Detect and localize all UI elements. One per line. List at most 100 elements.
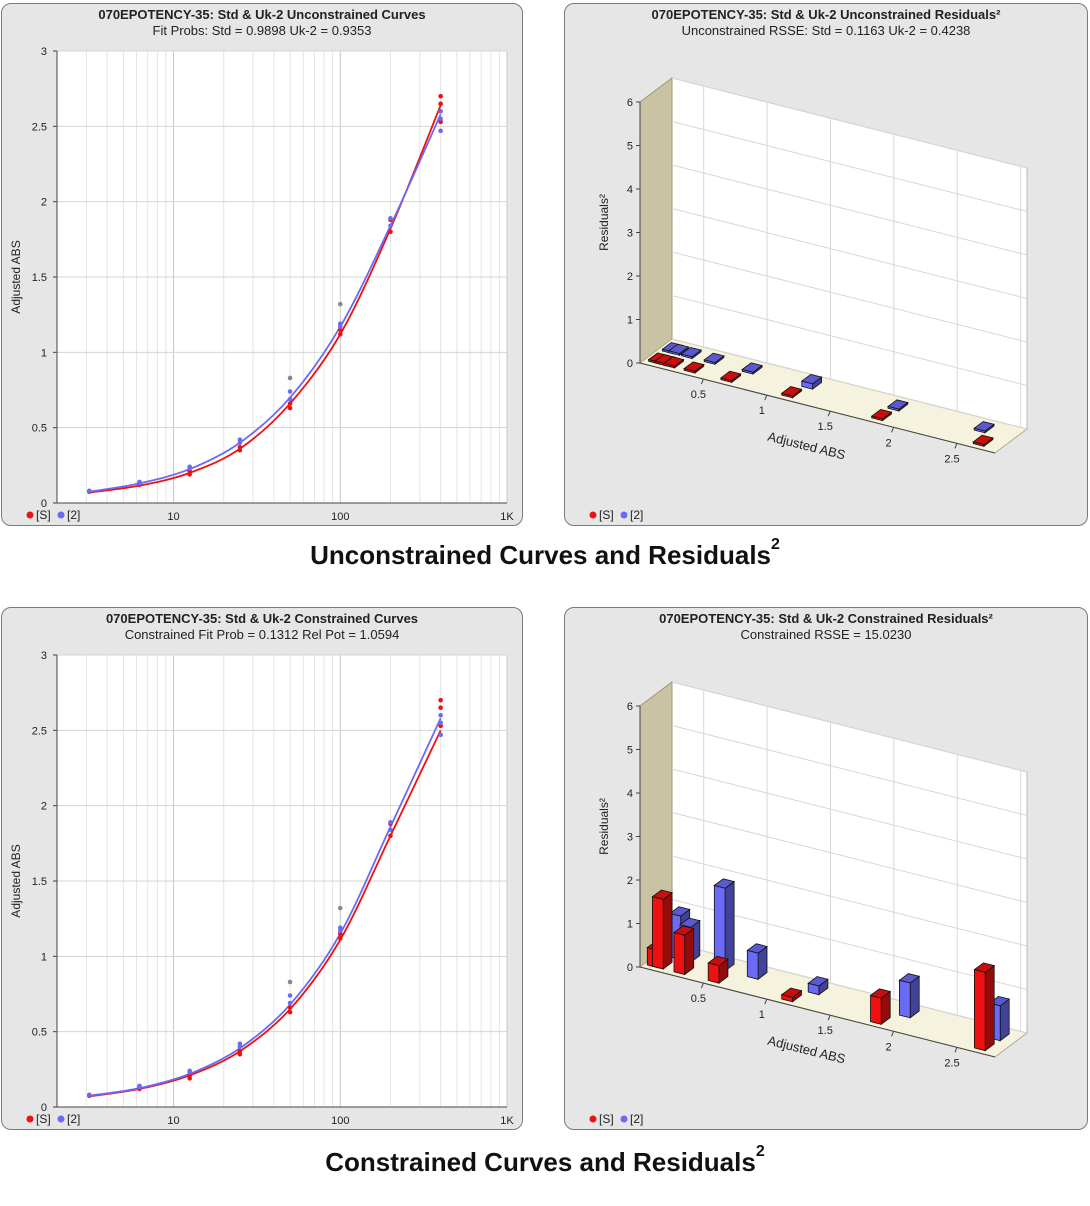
x-tick bbox=[891, 1031, 895, 1037]
y-tick-label: 4 bbox=[627, 184, 633, 196]
y-tick-label: 1 bbox=[41, 347, 47, 359]
y-tick-label: 0 bbox=[627, 962, 633, 974]
data-point bbox=[438, 116, 443, 122]
bar-front bbox=[781, 392, 793, 399]
x-tick bbox=[700, 982, 704, 989]
bar-front bbox=[898, 979, 911, 1019]
y-tick-label: 0.5 bbox=[32, 1027, 47, 1039]
constrained-curves-chart: 10 100 1K 0 0.5 1 1.5 2 2.5 3 Adjusted ABS [S] [2] bbox=[9, 650, 514, 1127]
bar-front bbox=[781, 994, 793, 1003]
data-point bbox=[287, 1005, 293, 1010]
bar-front bbox=[746, 949, 759, 980]
legend-uk2-dot bbox=[57, 511, 65, 519]
wall-gridline bbox=[671, 295, 1028, 386]
caption-text: Constrained Curves and Residuals bbox=[325, 1147, 756, 1177]
y-tick-label: 3 bbox=[41, 46, 47, 58]
data-point bbox=[388, 833, 393, 839]
y-tick-label: 6 bbox=[627, 97, 633, 109]
legend-std-label: [S] bbox=[599, 508, 614, 522]
x-tick-label: 1 bbox=[759, 405, 765, 417]
unconstrained-residuals-chart: 0 1 2 3 4 5 6 0.5 1 1.5 2 2.5 Adjusted ABS Residuals²… bbox=[589, 77, 1029, 522]
x-axis-line bbox=[639, 362, 996, 454]
legend-uk2-label: [2] bbox=[67, 508, 80, 522]
left-wall bbox=[639, 77, 673, 364]
data-point bbox=[388, 819, 393, 825]
data-point bbox=[438, 697, 443, 703]
data-point bbox=[337, 301, 343, 307]
y-tick-label: 2 bbox=[41, 197, 47, 209]
legend-std-label: [S] bbox=[36, 508, 51, 522]
data-point bbox=[187, 464, 192, 470]
x-tick-label: 0.5 bbox=[691, 993, 706, 1005]
y-tick-label: 1.5 bbox=[32, 876, 47, 888]
panel-subtitle: Fit Probs: Std = 0.9898 Uk-2 = 0.9353 bbox=[152, 23, 372, 38]
data-point bbox=[337, 925, 343, 931]
bar-front bbox=[801, 380, 814, 390]
data-point bbox=[187, 1068, 192, 1074]
bar-side bbox=[909, 975, 920, 1019]
bar-front bbox=[720, 377, 733, 383]
x-tick-label: 2 bbox=[886, 437, 892, 449]
y-tick-label: 1 bbox=[627, 919, 633, 931]
bar-front bbox=[807, 982, 820, 996]
y-axis-label: Residuals² bbox=[597, 798, 611, 855]
wall-gridline bbox=[671, 855, 1028, 947]
x-tick-label: 1 bbox=[759, 1009, 765, 1021]
x-tick-label: 1.5 bbox=[818, 1025, 833, 1037]
wall-gridline bbox=[671, 681, 1028, 773]
data-point bbox=[137, 479, 142, 485]
caption-superscript: 2 bbox=[771, 536, 780, 553]
data-point bbox=[438, 720, 443, 726]
bar-front bbox=[663, 362, 675, 369]
data-point bbox=[237, 444, 243, 450]
wall-gridline bbox=[671, 812, 1028, 903]
x-tick-label: 1K bbox=[500, 511, 514, 523]
data-point bbox=[287, 1009, 293, 1015]
y-tick-label: 3 bbox=[627, 228, 633, 240]
legend-uk2-label: [2] bbox=[630, 508, 643, 522]
data-point bbox=[438, 128, 443, 134]
y-tick-label: 1 bbox=[41, 951, 47, 963]
y-tick-label: 2.5 bbox=[32, 121, 47, 133]
y-tick-label: 4 bbox=[627, 788, 633, 800]
y-tick-label: 5 bbox=[627, 745, 633, 757]
panel-title: 070EPOTENCY-35: Std & Uk-2 Unconstrained… bbox=[98, 7, 426, 22]
y-tick-label: 6 bbox=[627, 701, 633, 713]
x-tick bbox=[891, 427, 895, 433]
bar-front bbox=[668, 350, 680, 356]
bar-front bbox=[703, 359, 716, 365]
wall-gridline bbox=[671, 768, 1028, 860]
y-tick-label: 2 bbox=[41, 801, 47, 813]
data-point bbox=[287, 375, 293, 381]
legend-std-dot bbox=[26, 1115, 34, 1123]
legend-uk2-dot bbox=[57, 1115, 65, 1123]
x-tick-label: 2.5 bbox=[944, 453, 959, 465]
x-tick bbox=[954, 443, 958, 449]
x-tick bbox=[827, 411, 831, 417]
x-tick bbox=[764, 394, 768, 401]
bar-front bbox=[973, 427, 986, 434]
caption-bottom: Constrained Curves and Residuals2 bbox=[0, 1143, 1090, 1178]
data-point bbox=[337, 331, 343, 337]
data-point bbox=[237, 1048, 243, 1054]
x-tick-label: 0.5 bbox=[691, 389, 706, 401]
constrained-residuals-chart: 0 1 2 3 4 5 6 0.5 1 1.5 2 2.5 Adjusted ABS Residuals²… bbox=[589, 681, 1029, 1126]
data-point bbox=[287, 401, 293, 406]
x-tick bbox=[764, 998, 768, 1005]
wall-gridline bbox=[671, 251, 1028, 343]
data-point bbox=[438, 101, 443, 107]
data-point bbox=[438, 705, 443, 711]
data-point bbox=[388, 215, 393, 221]
x-tick-label: 100 bbox=[331, 511, 349, 523]
data-point bbox=[87, 488, 92, 494]
x-axis-line bbox=[639, 966, 996, 1058]
wall-gridline bbox=[671, 208, 1028, 299]
caption-top: Unconstrained Curves and Residuals2 bbox=[0, 536, 1090, 571]
x-tick-label: 10 bbox=[167, 511, 179, 523]
data-point bbox=[337, 905, 343, 911]
fit-curve bbox=[89, 717, 442, 1097]
data-point bbox=[438, 93, 443, 99]
data-point bbox=[237, 437, 243, 443]
data-point bbox=[287, 993, 293, 998]
y-tick-label: 5 bbox=[627, 141, 633, 153]
